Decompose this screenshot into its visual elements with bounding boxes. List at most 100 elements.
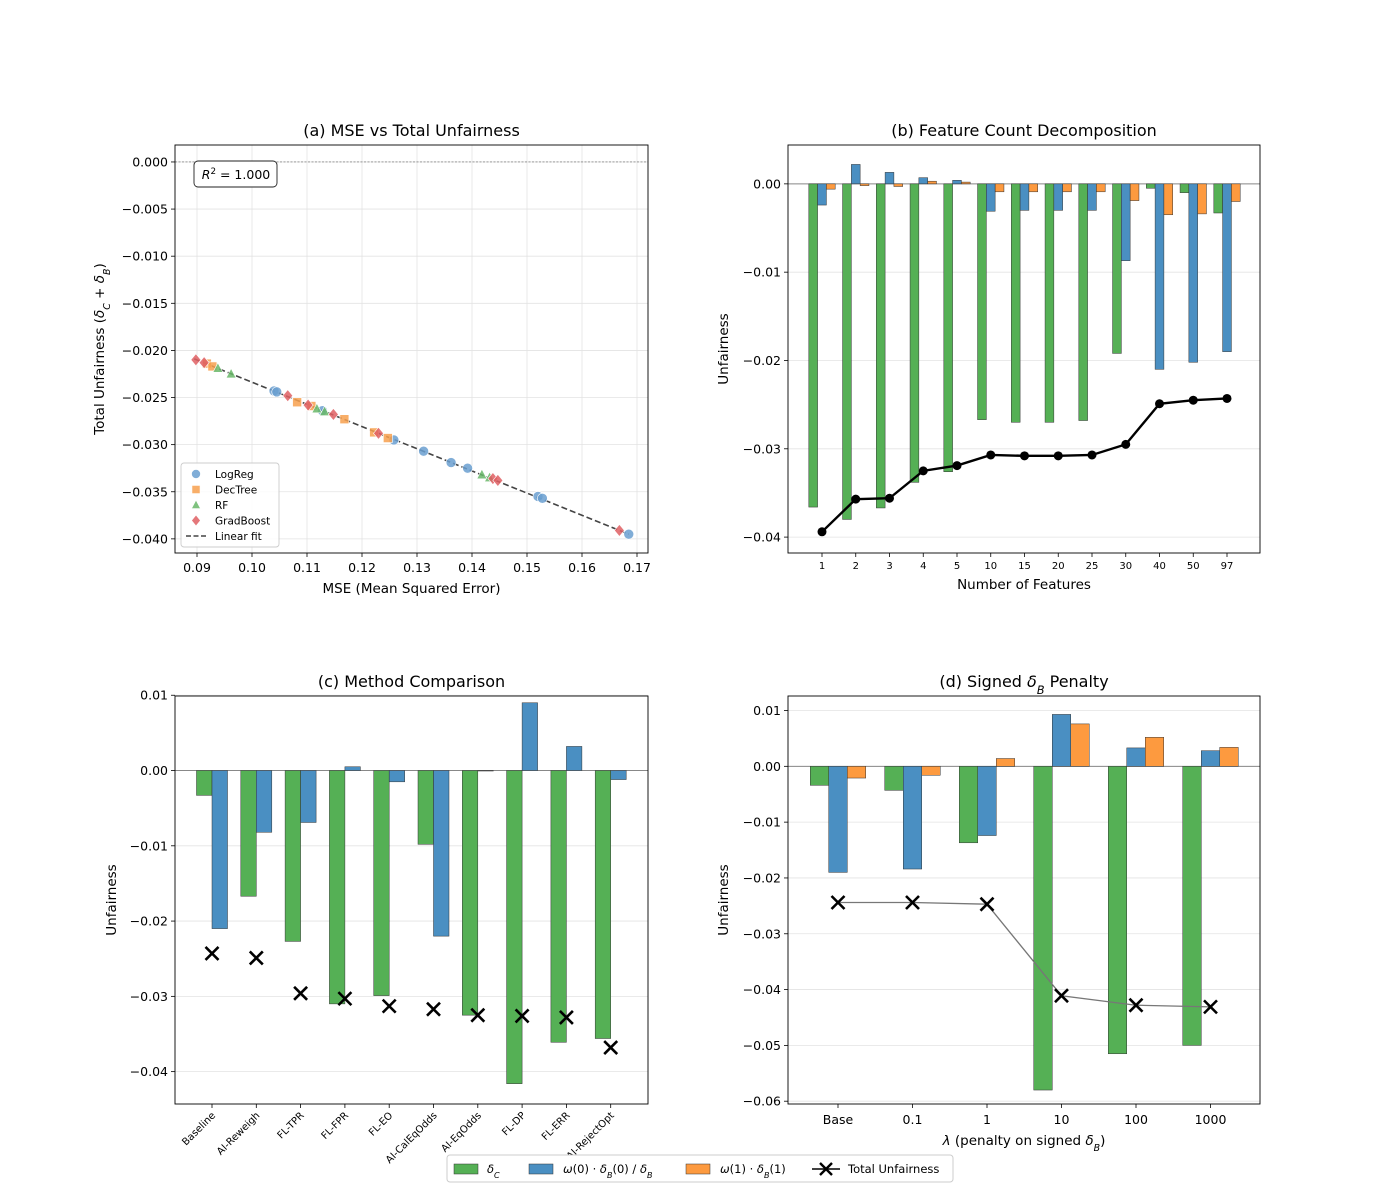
bar-omega0 — [817, 183, 827, 206]
point-rf — [225, 367, 237, 379]
y-tick-label: 0.01 — [753, 703, 781, 718]
x-tick-label: FL-ERR — [540, 1110, 573, 1143]
bar-omega0 — [477, 770, 494, 772]
bar-delta_c — [1033, 766, 1053, 1091]
y-axis-label: Unfairness — [716, 313, 732, 384]
point-gradboost — [373, 426, 384, 440]
bar-omega0 — [977, 766, 997, 836]
bar-omega0 — [1121, 183, 1131, 261]
panel-a-mse-vs-unfairness: 0.000 −0.005 −0.010 −0.015 −0.020 −0.025 −0.03… — [92, 121, 651, 597]
panel-title-part: Penalty — [1045, 672, 1109, 691]
legend-label-omega1-part: δ — [757, 1162, 764, 1176]
bar-omega1 — [847, 766, 866, 779]
bar-delta_c — [329, 770, 346, 1005]
bar-omega1 — [859, 183, 870, 186]
bar-delta_c — [810, 766, 829, 786]
y-axis-label: Total Unfairness (δC + δB) — [92, 263, 113, 436]
total-x-stroke — [979, 896, 995, 912]
point-gradboost — [198, 356, 210, 370]
y-axis-label-part: δ — [92, 275, 108, 283]
legend-label-omega0: ω(0) · δB(0) / δB — [563, 1162, 653, 1180]
legend-label-omega0-part: (0) · — [573, 1162, 600, 1176]
figure-legend: δC ω(0) · δB(0) / δB ω(1) · δB(1) Total Unf… — [446, 1154, 954, 1183]
x-tick-label: 0.12 — [348, 560, 376, 575]
bar-omega0 — [952, 180, 962, 185]
legend-label-delta-c-part: C — [494, 1171, 500, 1180]
bar-delta_c — [1078, 183, 1088, 421]
bar-delta_c — [1011, 183, 1021, 423]
bar-omega1 — [1197, 183, 1207, 215]
bar-omega0 — [1053, 183, 1063, 211]
x-axis-label-part: B — [1094, 1143, 1100, 1154]
total-x-stroke — [514, 1008, 530, 1024]
bar-omega0 — [256, 770, 273, 833]
legend-label-fit: Linear fit — [215, 531, 262, 543]
legend-label-omega1: ω(1) · δB(1) — [720, 1162, 786, 1180]
total-x-stroke — [558, 1010, 574, 1025]
panel-d-signed-penalty: 0.01 0.00 −0.01 −0.02 −0.03 −0.04 −0.05 −0.06 Ba… — [716, 672, 1261, 1154]
total-point — [1222, 393, 1232, 403]
x-tick-label: 15 — [1018, 561, 1031, 572]
total-x-marker — [979, 896, 995, 912]
total-x-stroke — [603, 1040, 619, 1055]
point-rf — [212, 362, 224, 373]
panel-title-part: δ — [1027, 672, 1037, 691]
legend-label-logreg: LogReg — [215, 469, 254, 481]
fit-line — [193, 358, 630, 535]
bar-delta_c — [594, 770, 611, 1039]
total-point — [986, 450, 996, 460]
bar-omega0 — [1201, 750, 1220, 767]
bar-delta_c — [196, 770, 213, 796]
total-x-stroke — [337, 991, 353, 1007]
x-axis-label: Number of Features — [957, 577, 1091, 593]
x-tick-label: 0.13 — [403, 560, 431, 575]
y-tick-label: −0.02 — [743, 870, 781, 885]
bar-omega1 — [921, 766, 941, 776]
bar-omega0 — [433, 770, 450, 937]
panel-title-part: B — [1037, 684, 1045, 697]
bar-omega1 — [1028, 183, 1038, 193]
bar-delta_c — [842, 183, 852, 520]
panel-title: (a) MSE vs Total Unfairness — [303, 121, 520, 140]
bar-omega1 — [994, 183, 1005, 193]
legend-label-omega1-part: (1) · — [730, 1162, 757, 1176]
total-line — [838, 901, 1211, 1008]
bar-delta_c — [1213, 183, 1223, 214]
bar-omega1 — [1070, 723, 1090, 767]
y-tick-label: −0.04 — [130, 1064, 168, 1079]
x-tick-label: AI-EqOdds — [439, 1110, 483, 1154]
point-rf — [311, 402, 323, 414]
x-tick-label: 97 — [1221, 561, 1234, 572]
r2-annotation: R2 = 1.000 — [202, 167, 271, 182]
x-tick-label: 4 — [920, 561, 926, 572]
bar-delta_c — [373, 770, 390, 996]
total-point — [885, 493, 894, 503]
point-logreg — [462, 462, 473, 474]
x-tick-label: Baseline — [180, 1110, 218, 1148]
legend-label-omega0-part: ω — [563, 1162, 573, 1176]
x-tick-label: 0.15 — [513, 560, 541, 575]
y-axis-label-part: + — [92, 283, 108, 303]
bar-omega0 — [1154, 183, 1165, 370]
legend-marker-gradboost — [191, 514, 201, 527]
bar-omega1 — [1231, 183, 1241, 202]
bar-delta_c — [943, 183, 953, 473]
bar-omega0 — [610, 770, 627, 780]
y-tick-label: −0.05 — [743, 1038, 781, 1053]
bar-delta_c — [1112, 183, 1122, 354]
total-x-marker — [905, 895, 920, 910]
bar-omega0 — [918, 177, 928, 185]
panel-title: (b) Feature Count Decomposition — [891, 121, 1157, 140]
y-tick-label: −0.010 — [122, 249, 168, 264]
x-tick-label: 0.10 — [238, 560, 266, 575]
y-tick-label: −0.06 — [743, 1094, 781, 1109]
y-tick-label: −0.01 — [130, 838, 168, 853]
legend-label-rf: RF — [215, 500, 228, 512]
x-tick-label: 2 — [853, 561, 859, 572]
bar-omega0 — [884, 172, 895, 185]
legend-label-omega0-part: B — [607, 1171, 613, 1180]
r2-annotation-part: = 1.000 — [216, 167, 270, 182]
bar-delta_c — [876, 183, 886, 509]
x-tick-label: 0.1 — [903, 1112, 923, 1127]
total-point — [918, 466, 928, 476]
